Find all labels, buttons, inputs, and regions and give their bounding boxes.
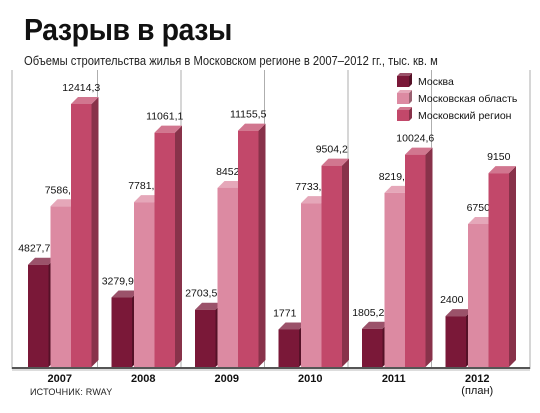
data-label: 11061,1 — [146, 111, 183, 123]
bar — [405, 154, 426, 367]
legend-label: Московский регион — [418, 110, 512, 122]
data-label: 11155,5 — [230, 109, 267, 121]
bar — [301, 203, 322, 367]
bar-top — [362, 321, 390, 329]
bar-top — [195, 302, 223, 310]
bar-top — [238, 123, 266, 131]
legend-swatch — [397, 76, 409, 87]
bar-side — [258, 123, 266, 367]
legend-swatch-top — [397, 73, 412, 76]
bar-top — [405, 147, 433, 155]
bar — [134, 202, 155, 367]
bar — [362, 328, 383, 367]
data-label: 2703,5 — [185, 288, 217, 300]
bar-top — [488, 166, 516, 174]
bar-top — [445, 309, 473, 317]
bar-top — [28, 257, 56, 265]
data-label: 8219,4 — [379, 171, 411, 183]
bar — [278, 329, 299, 367]
category-label: 2011 — [382, 373, 406, 385]
bar-top — [71, 97, 99, 104]
category-label: (план) — [461, 385, 493, 397]
legend-label: Москва — [418, 76, 454, 88]
bar — [445, 316, 466, 367]
data-label: 4827,7 — [18, 243, 50, 255]
data-label: 3279,9 — [102, 276, 134, 288]
data-label: 10024,6 — [396, 133, 434, 145]
bar — [321, 165, 342, 367]
data-label: 1805,2 — [352, 307, 384, 319]
bar — [195, 309, 216, 367]
category-label: 2010 — [298, 373, 322, 385]
legend-swatch-side — [409, 73, 412, 87]
legend-label: Московская область — [418, 93, 518, 105]
bar — [71, 104, 92, 367]
legend-swatch-side — [409, 107, 412, 121]
data-label: 7586,6 — [45, 184, 77, 196]
bar — [50, 206, 71, 367]
bar — [238, 130, 259, 367]
bar — [384, 192, 405, 367]
bar — [28, 264, 49, 367]
bar-top — [154, 125, 182, 133]
data-label: 12414,3 — [62, 82, 100, 94]
legend-swatch-top — [397, 107, 412, 110]
bar-side — [342, 158, 349, 367]
bar-side — [425, 147, 433, 367]
category-label: 2012 — [465, 373, 489, 385]
data-label: 8452 — [216, 166, 240, 178]
data-label: 2400 — [440, 294, 464, 306]
bar-side — [91, 97, 99, 367]
legend-swatch — [397, 93, 409, 104]
data-label: 7781,2 — [128, 180, 160, 192]
bar-top — [111, 290, 139, 298]
bar — [111, 297, 132, 367]
chart-floor — [12, 367, 530, 369]
data-label: 1771 — [273, 307, 297, 319]
data-label: 9504,2 — [316, 144, 348, 156]
bar-side — [509, 166, 516, 367]
bar-top — [278, 322, 306, 330]
data-label: 6750 — [467, 202, 491, 214]
bar — [488, 173, 509, 367]
legend-swatch-top — [397, 90, 412, 93]
data-label: 7733,2 — [295, 181, 327, 193]
source-note: ИСТОЧНИК: RWAY — [30, 387, 113, 397]
category-label: 2008 — [131, 373, 155, 385]
bar-top — [321, 158, 349, 166]
bar — [468, 223, 489, 367]
chart-subtitle: Объемы строительства жилья в Московском … — [24, 53, 438, 68]
bar — [217, 187, 238, 367]
data-label: 9150 — [487, 151, 511, 163]
legend-swatch-side — [409, 90, 412, 104]
category-label: 2009 — [215, 373, 239, 385]
bar — [154, 132, 175, 367]
legend-swatch — [397, 110, 409, 121]
category-label: 2007 — [48, 373, 72, 385]
bar-side — [175, 125, 182, 367]
chart-title: Разрыв в разы — [24, 12, 232, 47]
